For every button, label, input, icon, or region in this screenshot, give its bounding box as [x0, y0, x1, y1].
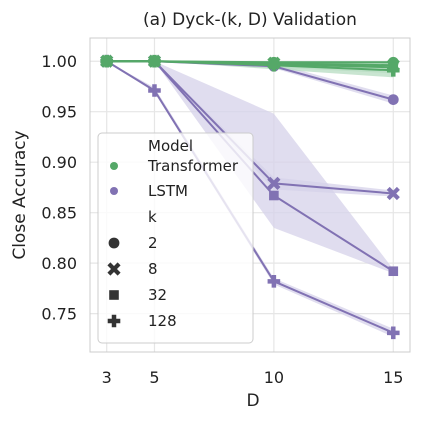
legend-model-label: Transformer	[147, 157, 239, 175]
y-tick-label: 0.80	[41, 254, 77, 273]
y-tick-label: 1.00	[41, 52, 77, 71]
confidence-band	[106, 61, 394, 104]
data-point	[386, 186, 400, 201]
legend-model-marker	[110, 162, 118, 170]
data-point	[267, 58, 281, 72]
data-point	[269, 190, 279, 201]
chart-title: (a) Dyck-(k, D) Validation	[143, 10, 357, 30]
data-point	[386, 64, 400, 77]
legend-k-marker	[108, 237, 120, 249]
legend-model-title: Model	[148, 137, 193, 155]
series-markers	[100, 54, 400, 340]
legend-k-label: 2	[148, 234, 158, 252]
series-lines	[106, 60, 394, 334]
x-tick-label: 10	[264, 368, 284, 387]
y-tick-label: 0.90	[41, 153, 77, 172]
legend-k-title: k	[148, 208, 157, 226]
legend-k-marker	[107, 314, 121, 328]
y-tick-label: 0.85	[41, 204, 77, 223]
series-line	[106, 60, 394, 72]
y-axis-label: Close Accuracy	[10, 130, 30, 259]
data-point	[148, 54, 161, 68]
plot-frame	[89, 37, 411, 353]
legend-k-label: 8	[148, 260, 158, 278]
y-tick-label: 0.75	[41, 305, 77, 324]
data-point	[267, 176, 281, 190]
data-point	[388, 266, 399, 277]
x-tick-label: 5	[149, 368, 159, 387]
data-point	[386, 326, 400, 340]
y-tick-label: 0.95	[41, 103, 77, 122]
legend-k-label: 128	[148, 312, 177, 330]
legend-box	[97, 132, 254, 344]
data-point	[387, 94, 399, 105]
data-point	[100, 54, 114, 68]
x-axis-label: D	[246, 391, 259, 411]
x-tick-label: 15	[383, 368, 403, 387]
data-point	[148, 84, 161, 97]
legend-model-label: LSTM	[148, 182, 188, 200]
x-tick-label: 3	[102, 368, 112, 387]
data-point	[267, 275, 281, 288]
legend-k-marker	[107, 262, 121, 276]
legend-k-marker	[109, 290, 119, 300]
tick-labels: 3 5 10 15 0.75 0.80 0.85 0.90 0.95 1.00	[41, 52, 403, 387]
legend-model-marker	[110, 187, 118, 195]
legend-k-label: 32	[148, 286, 167, 304]
legend: Model Transformer LSTM k 2 8 32 128	[97, 132, 254, 344]
